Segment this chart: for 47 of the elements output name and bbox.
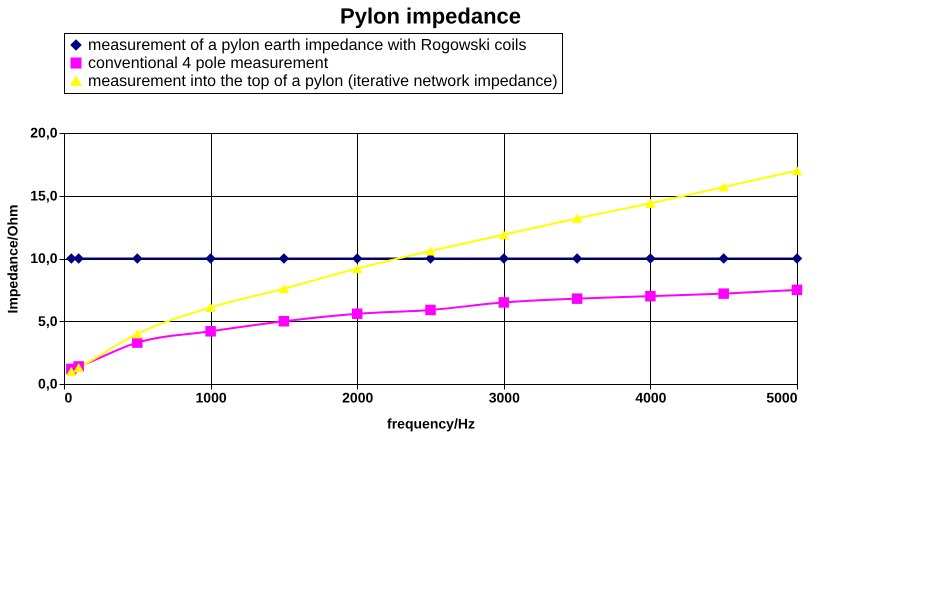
point: [645, 290, 656, 302]
point: [718, 253, 729, 264]
point: [792, 284, 802, 296]
point: [718, 182, 729, 192]
point: [205, 253, 216, 264]
point: [132, 253, 143, 264]
point: [132, 329, 143, 338]
point: [792, 253, 802, 264]
x-tick-label: 2000: [342, 390, 374, 406]
point: [352, 253, 362, 264]
point: [572, 253, 582, 264]
point: [66, 366, 77, 376]
y-axis-title: Impedance/Ohm: [4, 204, 20, 314]
point: [425, 246, 436, 256]
point: [572, 214, 582, 223]
y-tick-label: 20,0: [30, 124, 58, 140]
point: [645, 198, 656, 208]
legend-label: conventional 4 pole measurement: [88, 55, 329, 72]
legend-label: measurement of a pylon earth impedance with Rogowski coils: [88, 37, 526, 54]
point: [792, 166, 802, 176]
point: [205, 302, 216, 312]
point: [278, 253, 290, 264]
point: [352, 264, 362, 274]
point: [572, 293, 582, 304]
point: [278, 284, 290, 294]
point: [498, 253, 510, 264]
x-tick-label: 3000: [488, 390, 520, 406]
x-tick-label: 4000: [635, 390, 667, 406]
point: [278, 316, 290, 326]
y-tick-label: 5,0: [38, 312, 58, 329]
point: [718, 288, 729, 299]
point: [498, 230, 510, 240]
x-tick-label: 1000: [196, 390, 227, 406]
x-axis-title: frequency/Hz: [387, 416, 475, 432]
y-tick-label: 10,0: [30, 250, 58, 266]
point: [352, 308, 362, 319]
y-tick-label: 15,0: [30, 187, 58, 204]
point: [425, 304, 436, 316]
chart-title: Pylon impedance: [340, 4, 521, 28]
x-tick-label: 0: [64, 390, 72, 406]
point: [132, 337, 143, 348]
legend-label: measurement into the top of a pylon (iterative network impedance): [88, 73, 558, 90]
point: [645, 253, 656, 264]
y-tick-label: 0,0: [38, 376, 58, 392]
x-tick-label: 5000: [766, 390, 798, 406]
point: [205, 326, 216, 337]
point: [498, 297, 510, 308]
